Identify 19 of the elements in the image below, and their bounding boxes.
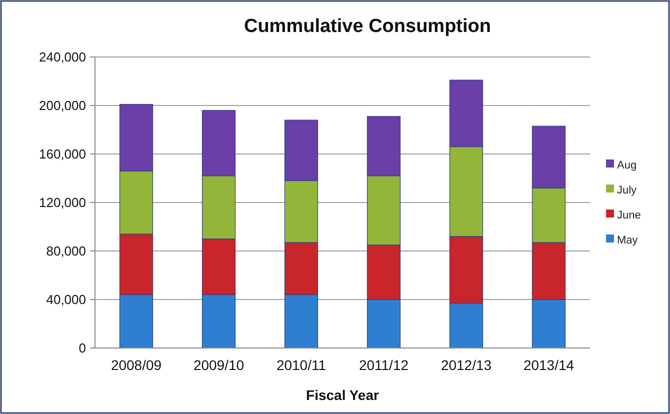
y-tick-label: 40,000: [46, 292, 86, 308]
y-tick-label: 80,000: [46, 244, 86, 259]
legend-label: July: [617, 184, 638, 196]
y-tick-label: 200,000: [39, 98, 86, 114]
x-tick-label: 2009/10: [193, 357, 244, 373]
y-tick-label: 160,000: [39, 146, 86, 162]
x-tick-label: 2008/09: [110, 357, 162, 373]
y-tick-label: 240,000: [39, 50, 86, 65]
x-tick-label: 2012/13: [440, 357, 492, 373]
legend-label: May: [617, 234, 638, 246]
chart-title: Cummulative Consumption: [244, 16, 492, 37]
x-tick-label: 2010/11: [276, 357, 326, 373]
x-tick-label: 2013/14: [523, 357, 574, 373]
legend-label: June: [617, 209, 641, 222]
y-tick-label: 120,000: [39, 195, 86, 210]
x-tick-label: 2011/12: [358, 357, 409, 373]
legend-label: Aug: [617, 159, 637, 172]
y-tick-label: 0: [78, 340, 86, 356]
x-axis-title: Fiscal Year: [306, 387, 380, 403]
